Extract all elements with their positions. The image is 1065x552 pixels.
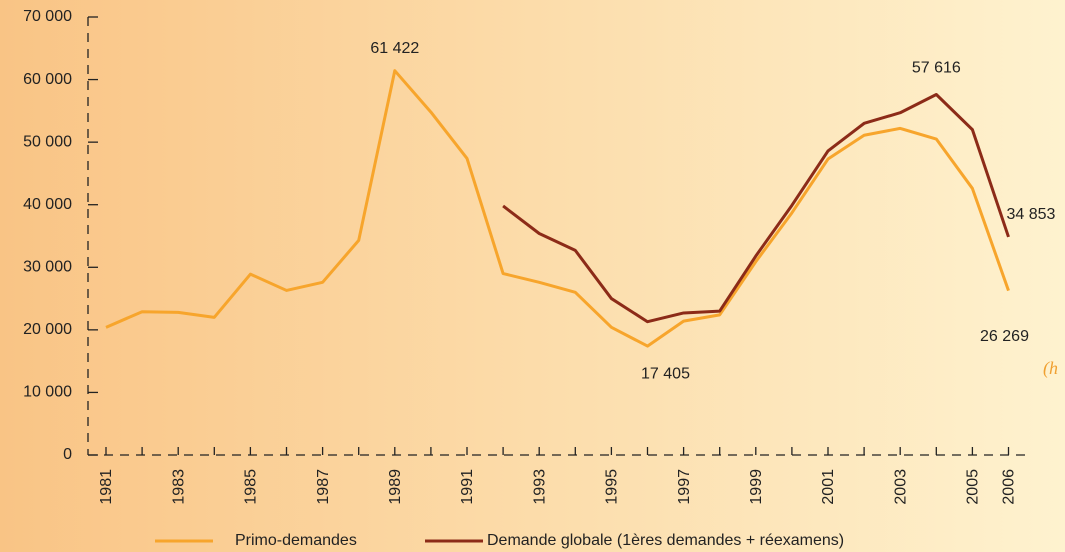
data-label: 34 853 [1007, 206, 1056, 223]
x-tick-label: 2005 [965, 469, 982, 505]
y-tick-label: 50 000 [23, 133, 72, 150]
series-line [105, 69, 1010, 348]
y-tick-label: 60 000 [23, 71, 72, 88]
x-tick-label: 2006 [1001, 469, 1018, 505]
legend-label: Primo-demandes [235, 532, 357, 549]
x-tick-label: 2001 [820, 469, 837, 505]
x-tick-label: 1999 [748, 469, 765, 505]
annotation: (h [1043, 358, 1058, 379]
legend-label: Demande globale (1ères demandes + réexam… [487, 532, 844, 549]
y-tick-label: 10 000 [23, 384, 72, 401]
data-label: 26 269 [980, 328, 1029, 345]
x-tick-label: 1991 [459, 469, 476, 505]
y-tick-label: 30 000 [23, 259, 72, 276]
series-line [502, 92, 1010, 324]
x-tick-label: 1993 [531, 469, 548, 505]
x-tick-label: 1985 [243, 469, 260, 505]
x-tick-label: 1995 [604, 469, 621, 505]
y-tick-label: 70 000 [23, 8, 72, 25]
y-tick-label: 20 000 [23, 321, 72, 338]
x-tick-label: 1983 [170, 469, 187, 505]
x-tick-label: 1989 [387, 469, 404, 505]
y-tick-label: 40 000 [23, 196, 72, 213]
data-label: 61 422 [370, 40, 419, 57]
x-tick-label: 1981 [98, 469, 115, 505]
data-label: 57 616 [912, 60, 961, 77]
x-tick-label: 2003 [892, 469, 909, 505]
x-tick-label: 1987 [315, 469, 332, 505]
x-tick-label: 1997 [676, 469, 693, 505]
y-tick-label: 0 [63, 446, 72, 463]
data-label: 17 405 [641, 365, 690, 382]
